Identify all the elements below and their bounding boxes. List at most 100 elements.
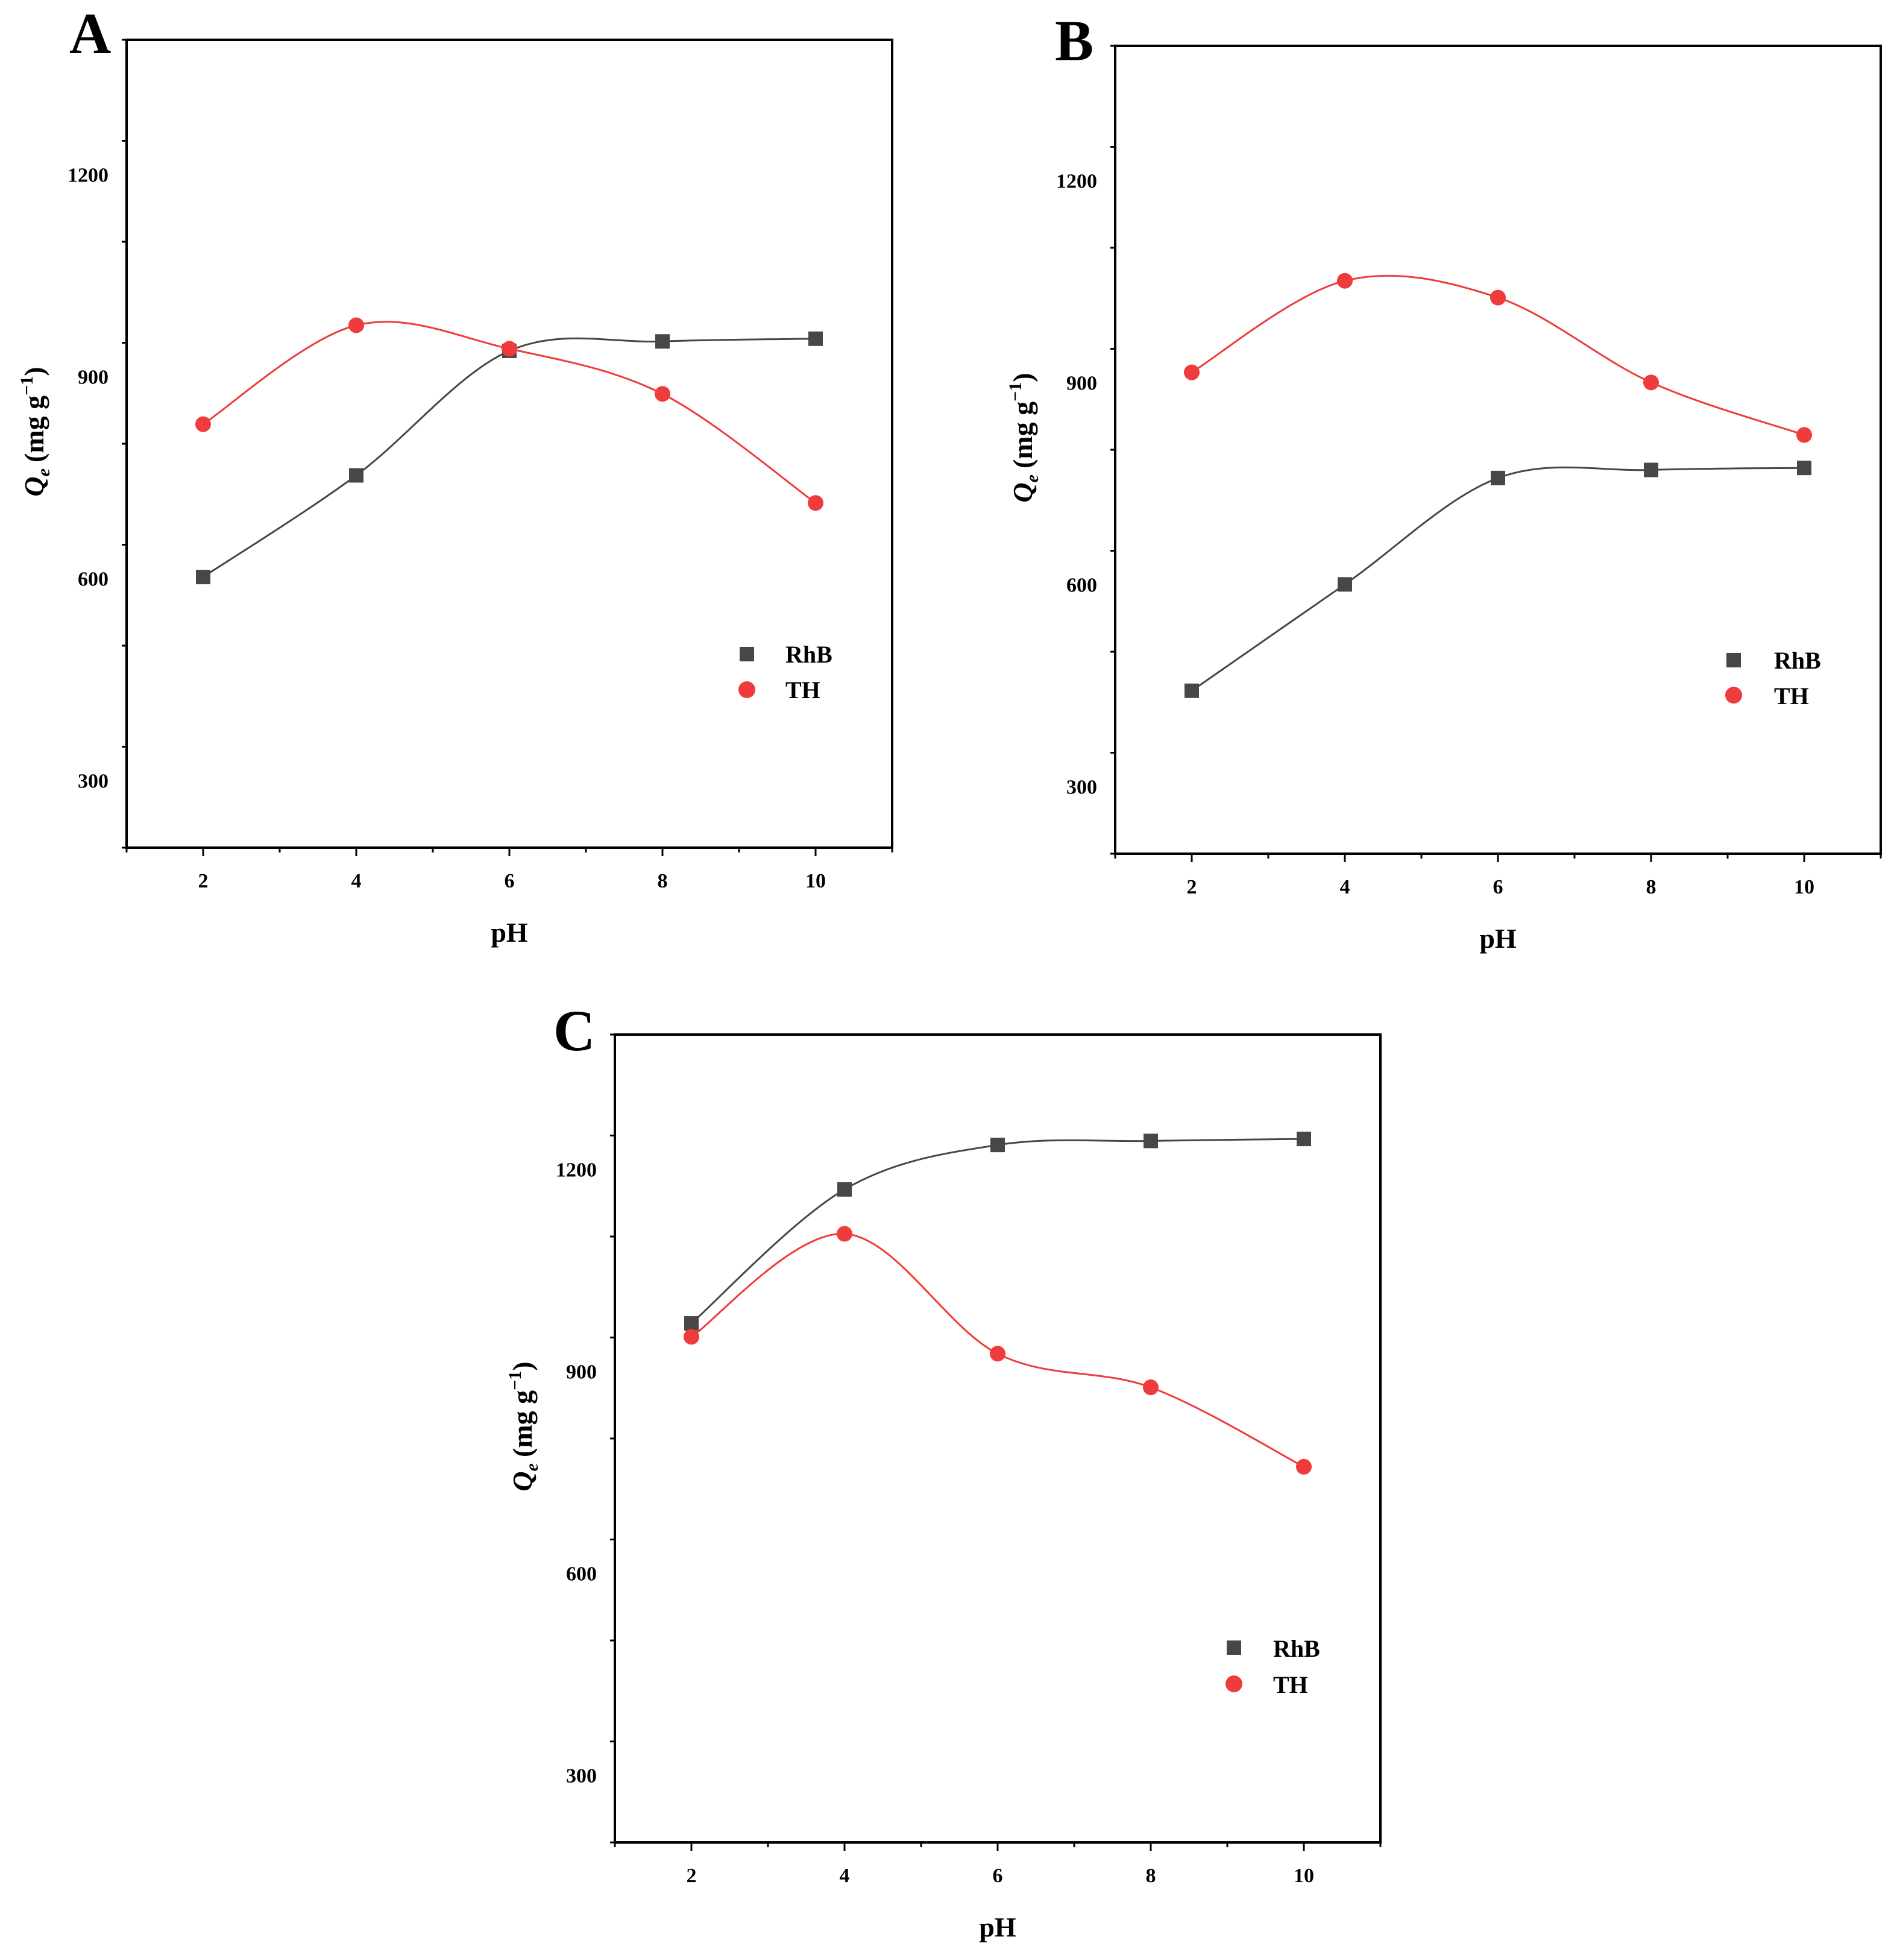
- th-data-point: [1643, 374, 1659, 391]
- data-points: [195, 317, 823, 585]
- y-tick-label: 900: [1066, 372, 1097, 394]
- x-tick-label: 2: [198, 870, 209, 892]
- x-tick-label: 4: [1340, 876, 1350, 898]
- x-tick-label: 10: [805, 870, 826, 892]
- y-tick-label: 600: [1066, 574, 1097, 596]
- y-axis-title-close: ): [19, 367, 49, 376]
- rhb-data-point: [808, 331, 823, 346]
- y-axis-title-units: (mg g: [19, 395, 49, 462]
- plot-frame: [614, 1033, 1382, 1844]
- th-data-point: [1337, 273, 1353, 289]
- legend-label-th: TH: [1774, 682, 1809, 710]
- th-data-point: [655, 386, 670, 402]
- rhb-data-point: [655, 334, 670, 349]
- rhb-fit-curve: [203, 337, 816, 578]
- y-axis-title-subscript: e: [34, 468, 54, 476]
- y-tick-label: 300: [566, 1765, 597, 1787]
- legend-marker-th: [1225, 1675, 1242, 1692]
- x-tick-label: 10: [1794, 876, 1814, 898]
- th-data-point: [502, 341, 517, 357]
- x-tick-label: 4: [840, 1865, 850, 1887]
- y-tick-label: 300: [1066, 776, 1097, 798]
- th-data-point: [1184, 364, 1200, 380]
- y-tick-label: 900: [78, 366, 109, 388]
- y-axis-ticks: 300 600 900 1200: [68, 39, 127, 849]
- rhb-data-point: [837, 1182, 852, 1197]
- y-axis-title-symbol: Q: [1007, 482, 1038, 502]
- legend-marker-th: [738, 681, 755, 698]
- legend-label-rhb: RhB: [1273, 1635, 1320, 1662]
- panel-a: A 300 600 900 1200 2 4 6 8 10 pH Qe (mg g−1) RhB…: [17, 1, 893, 948]
- y-axis-title-symbol: Q: [507, 1471, 538, 1491]
- x-axis-title: pH: [491, 917, 528, 948]
- y-axis-title-close: ): [507, 1361, 538, 1370]
- th-data-point: [1490, 289, 1506, 306]
- rhb-data-point: [990, 1138, 1005, 1153]
- th-data-point: [990, 1346, 1005, 1362]
- x-tick-label: 6: [505, 870, 515, 892]
- x-tick-label: 8: [1146, 1865, 1156, 1887]
- legend: RhB TH: [1225, 1635, 1320, 1698]
- plot-frame: [1114, 45, 1882, 855]
- y-tick-label: 900: [566, 1361, 597, 1383]
- y-axis-title-units: (mg g: [507, 1390, 538, 1457]
- y-axis-title-exponent: −1: [17, 376, 37, 395]
- x-tick-label: 2: [1187, 876, 1197, 898]
- x-tick-label: 4: [351, 870, 362, 892]
- th-data-point: [837, 1226, 852, 1242]
- rhb-data-point: [1797, 461, 1811, 476]
- th-data-point: [195, 416, 211, 432]
- legend-label-th: TH: [1273, 1671, 1308, 1698]
- x-axis-ticks: 2 4 6 8 10: [1114, 854, 1882, 898]
- panel-label: B: [1055, 8, 1093, 73]
- rhb-fit-curve: [691, 1138, 1304, 1325]
- rhb-data-point: [1491, 470, 1505, 485]
- y-tick-label: 600: [566, 1563, 597, 1585]
- panel-label: A: [69, 1, 111, 66]
- legend-marker-rhb: [1726, 653, 1741, 667]
- x-tick-label: 2: [687, 1865, 697, 1887]
- legend-label-rhb: RhB: [785, 641, 832, 668]
- y-axis-title-symbol: Q: [19, 476, 49, 496]
- y-axis-title-close: ): [1007, 373, 1038, 382]
- y-axis-ticks: 300 600 900 1200: [1056, 45, 1115, 855]
- rhb-data-point: [1144, 1133, 1158, 1149]
- y-axis-title-exponent: −1: [1005, 382, 1025, 402]
- rhb-data-point: [1644, 462, 1658, 477]
- y-tick-label: 300: [78, 770, 109, 792]
- legend-marker-th: [1725, 687, 1742, 704]
- x-axis-title: pH: [979, 1912, 1016, 1943]
- y-axis-ticks: 300 600 900 1200: [556, 1033, 615, 1844]
- y-axis-title: Qe (mg g−1): [17, 367, 54, 496]
- y-axis-title-exponent: −1: [505, 1371, 525, 1390]
- y-axis-title: Qe (mg g−1): [1005, 373, 1042, 502]
- x-axis-ticks: 2 4 6 8 10: [125, 848, 893, 892]
- th-data-point: [1296, 1458, 1312, 1475]
- legend-label-th: TH: [785, 676, 820, 704]
- th-data-point: [348, 317, 364, 333]
- data-points: [1184, 273, 1812, 698]
- x-axis-ticks: 2 4 6 8 10: [614, 1842, 1382, 1887]
- rhb-data-point: [684, 1316, 699, 1331]
- th-data-point: [1796, 427, 1812, 443]
- legend-marker-rhb: [740, 647, 754, 661]
- rhb-data-point: [349, 468, 363, 483]
- th-data-point: [808, 495, 823, 511]
- y-axis-title-subscript: e: [1022, 474, 1042, 482]
- legend-label-rhb: RhB: [1774, 647, 1821, 674]
- y-axis-title: Qe (mg g−1): [505, 1361, 542, 1491]
- panel-label: C: [553, 998, 595, 1063]
- plot-frame: [125, 39, 893, 849]
- y-tick-label: 1200: [556, 1159, 597, 1181]
- x-tick-label: 10: [1294, 1865, 1314, 1887]
- y-axis-title-subscript: e: [522, 1463, 542, 1471]
- y-axis-title-units: (mg g: [1007, 402, 1038, 468]
- y-tick-label: 1200: [68, 164, 109, 186]
- rhb-fit-curve: [1191, 466, 1805, 692]
- rhb-data-point: [1338, 577, 1352, 592]
- data-points: [684, 1132, 1312, 1475]
- legend-marker-rhb: [1227, 1640, 1241, 1655]
- x-tick-label: 6: [993, 1865, 1003, 1887]
- rhb-data-point: [1185, 683, 1199, 698]
- panel-c: C 300 600 900 1200 2 4 6 8 10 pH Qe (mg g−1) RhB…: [505, 998, 1382, 1943]
